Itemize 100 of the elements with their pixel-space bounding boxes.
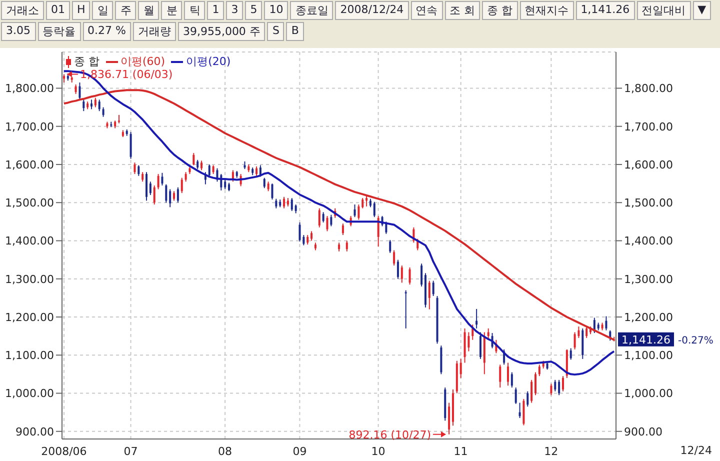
candlestick (149, 181, 152, 196)
candlestick (404, 290, 407, 329)
candlestick (153, 184, 156, 206)
candlestick (393, 250, 396, 266)
candlestick (275, 198, 278, 209)
candlestick (518, 402, 521, 419)
y-tick-label: 1,100.00 (5, 349, 54, 362)
candlestick (94, 97, 96, 108)
candlestick (366, 195, 368, 207)
x-tick-label: 12 (544, 444, 558, 458)
text: 39,955,000 주 (178, 22, 266, 41)
y2-tick-label: 1,800.00 (624, 82, 673, 96)
text: 3 (226, 1, 244, 20)
candlestick (396, 259, 399, 280)
x-tick-label: 07 (124, 444, 138, 458)
line-series (62, 89, 616, 341)
text: -0.27% (678, 335, 714, 346)
y-tick-label: 1,800.00 (5, 82, 54, 96)
text: 거래소 (1, 1, 44, 20)
text: H (72, 1, 90, 20)
candlestick (506, 362, 509, 386)
text: 5 (245, 1, 262, 20)
candlestick (322, 212, 324, 223)
candlestick (460, 358, 462, 378)
candlestick (570, 348, 572, 360)
text: 1 (207, 1, 224, 20)
candlestick (134, 162, 136, 175)
candlestick (173, 190, 176, 202)
candlestick (138, 164, 140, 176)
y-tick-label: 1,600.00 (5, 158, 54, 172)
candlestick (448, 402, 450, 435)
y-tick-label: 1,400.00 (5, 234, 54, 248)
candlestick (169, 188, 172, 208)
legend-label: 이평(60) (120, 54, 166, 69)
y2-tick-label: 1,400.00 (624, 234, 673, 248)
text: 2008/12/24 (335, 1, 409, 20)
candlestick (362, 198, 364, 209)
candlestick (200, 160, 203, 171)
line-series (62, 70, 616, 376)
candlestick (290, 198, 293, 212)
candlestick (574, 332, 576, 350)
text: 거래량 (132, 22, 176, 41)
y2-tick-label: 1,600.00 (624, 158, 673, 172)
y2-tick-label: 900.00 (624, 425, 662, 438)
candlestick (400, 265, 403, 284)
candlestick (428, 280, 430, 310)
candlestick (330, 214, 332, 227)
text: 10 (264, 1, 288, 20)
candlestick (157, 174, 160, 190)
candlestick (558, 379, 560, 396)
text: ▼ (692, 1, 712, 20)
y-tick-label: 1,200.00 (5, 310, 54, 324)
candlestick (326, 215, 328, 232)
text: 연속 (410, 1, 443, 20)
candlestick (432, 280, 434, 297)
candlestick (184, 172, 187, 182)
candlestick (586, 326, 588, 338)
candlestick (408, 266, 411, 286)
candlestick (342, 223, 344, 236)
x-tick-label: 10 (371, 444, 386, 458)
candlestick (78, 82, 81, 100)
y2-tick-label: 1,000.00 (624, 387, 673, 400)
candlestick (90, 99, 93, 110)
candlestick (499, 364, 502, 388)
candlestick (146, 172, 148, 202)
candlestick (298, 222, 301, 242)
text: 등락율 (38, 22, 80, 41)
text: 현재지수 (520, 1, 574, 20)
text: 종료일 (290, 1, 334, 20)
y2-tick-label: 1,700.00 (624, 120, 673, 134)
candlestick (550, 383, 552, 396)
candlestick (522, 398, 525, 426)
text: 01 (46, 1, 70, 20)
candlestick (562, 376, 564, 392)
candlestick (605, 316, 608, 331)
candlestick (302, 234, 305, 246)
text: 3.05 (1, 22, 36, 41)
y2-tick-label: 1,300.00 (624, 272, 673, 286)
candlestick (472, 324, 474, 340)
text: 조 회 (444, 1, 480, 20)
y-tick-label: 1,700.00 (5, 120, 54, 134)
candlestick (310, 230, 313, 242)
candlestick (476, 308, 478, 329)
y-tick-label: 900.00 (16, 425, 54, 438)
candlestick (256, 166, 258, 176)
y2-tick-label: 1,100.00 (624, 349, 673, 362)
candlestick (176, 186, 179, 204)
text: 종 합 (482, 1, 518, 20)
candlestick (530, 379, 533, 404)
candlestick (142, 172, 144, 182)
candlestick (74, 84, 77, 94)
text: 분 (161, 1, 182, 20)
candlestick (420, 263, 423, 287)
annotation: 892.16 (10/27) (348, 428, 432, 442)
candlestick (510, 372, 513, 388)
y-tick-label: 1,300.00 (5, 272, 54, 286)
candlestick (479, 332, 482, 360)
text: 월 (138, 1, 160, 20)
text: 틱 (184, 1, 206, 20)
candlestick (196, 159, 199, 170)
